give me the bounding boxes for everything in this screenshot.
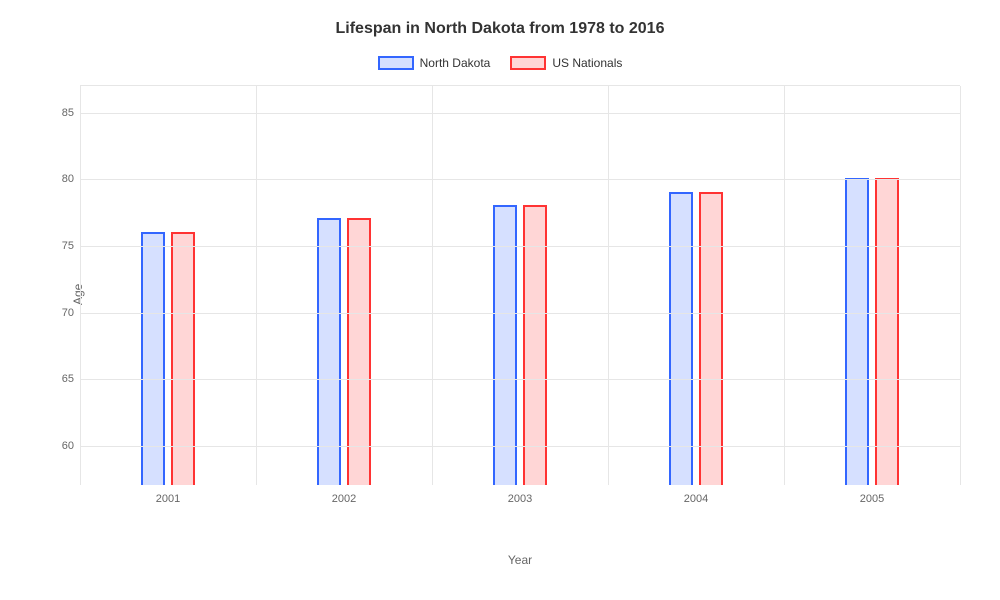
bar[interactable]	[523, 205, 547, 485]
x-tick-label: 2003	[508, 493, 532, 505]
chart-container: Lifespan in North Dakota from 1978 to 20…	[0, 0, 1000, 600]
bar[interactable]	[141, 232, 165, 485]
legend-swatch	[378, 56, 414, 70]
grid-line-vertical	[960, 86, 961, 485]
x-tick-label: 2001	[156, 493, 180, 505]
bars-layer	[80, 86, 960, 485]
bar-group	[493, 205, 547, 485]
grid-line-vertical	[256, 86, 257, 485]
x-tick-label: 2002	[332, 493, 356, 505]
y-tick-label: 85	[48, 107, 74, 119]
grid-line-vertical	[784, 86, 785, 485]
x-tick-label: 2005	[860, 493, 884, 505]
legend: North Dakota US Nationals	[30, 56, 970, 70]
grid-line-horizontal	[80, 313, 960, 314]
grid-line-horizontal	[80, 179, 960, 180]
plot-wrapper: Age 60657075808520012002200320042005 Yea…	[80, 85, 960, 525]
plot-area: 60657075808520012002200320042005	[80, 85, 960, 485]
grid-line-horizontal	[80, 246, 960, 247]
y-tick-label: 80	[48, 173, 74, 185]
legend-label: US Nationals	[552, 56, 622, 70]
bar[interactable]	[669, 192, 693, 485]
grid-line-horizontal	[80, 446, 960, 447]
grid-line-vertical	[80, 86, 81, 485]
grid-line-vertical	[608, 86, 609, 485]
y-tick-label: 60	[48, 440, 74, 452]
grid-line-horizontal	[80, 379, 960, 380]
legend-item-us-nationals[interactable]: US Nationals	[510, 56, 622, 70]
grid-line-horizontal	[80, 113, 960, 114]
y-tick-label: 70	[48, 307, 74, 319]
x-axis-label: Year	[508, 553, 532, 567]
bar-group	[669, 192, 723, 485]
bar-group	[845, 178, 899, 485]
chart-title: Lifespan in North Dakota from 1978 to 20…	[30, 20, 970, 38]
legend-swatch	[510, 56, 546, 70]
bar[interactable]	[699, 192, 723, 485]
y-tick-label: 65	[48, 373, 74, 385]
bar-group	[141, 232, 195, 485]
bar[interactable]	[845, 178, 869, 485]
legend-item-north-dakota[interactable]: North Dakota	[378, 56, 491, 70]
bar[interactable]	[875, 178, 899, 485]
legend-label: North Dakota	[420, 56, 491, 70]
bar[interactable]	[317, 218, 341, 485]
bar-group	[317, 218, 371, 485]
x-tick-label: 2004	[684, 493, 708, 505]
grid-line-vertical	[432, 86, 433, 485]
bar[interactable]	[347, 218, 371, 485]
y-tick-label: 75	[48, 240, 74, 252]
bar[interactable]	[171, 232, 195, 485]
bar[interactable]	[493, 205, 517, 485]
